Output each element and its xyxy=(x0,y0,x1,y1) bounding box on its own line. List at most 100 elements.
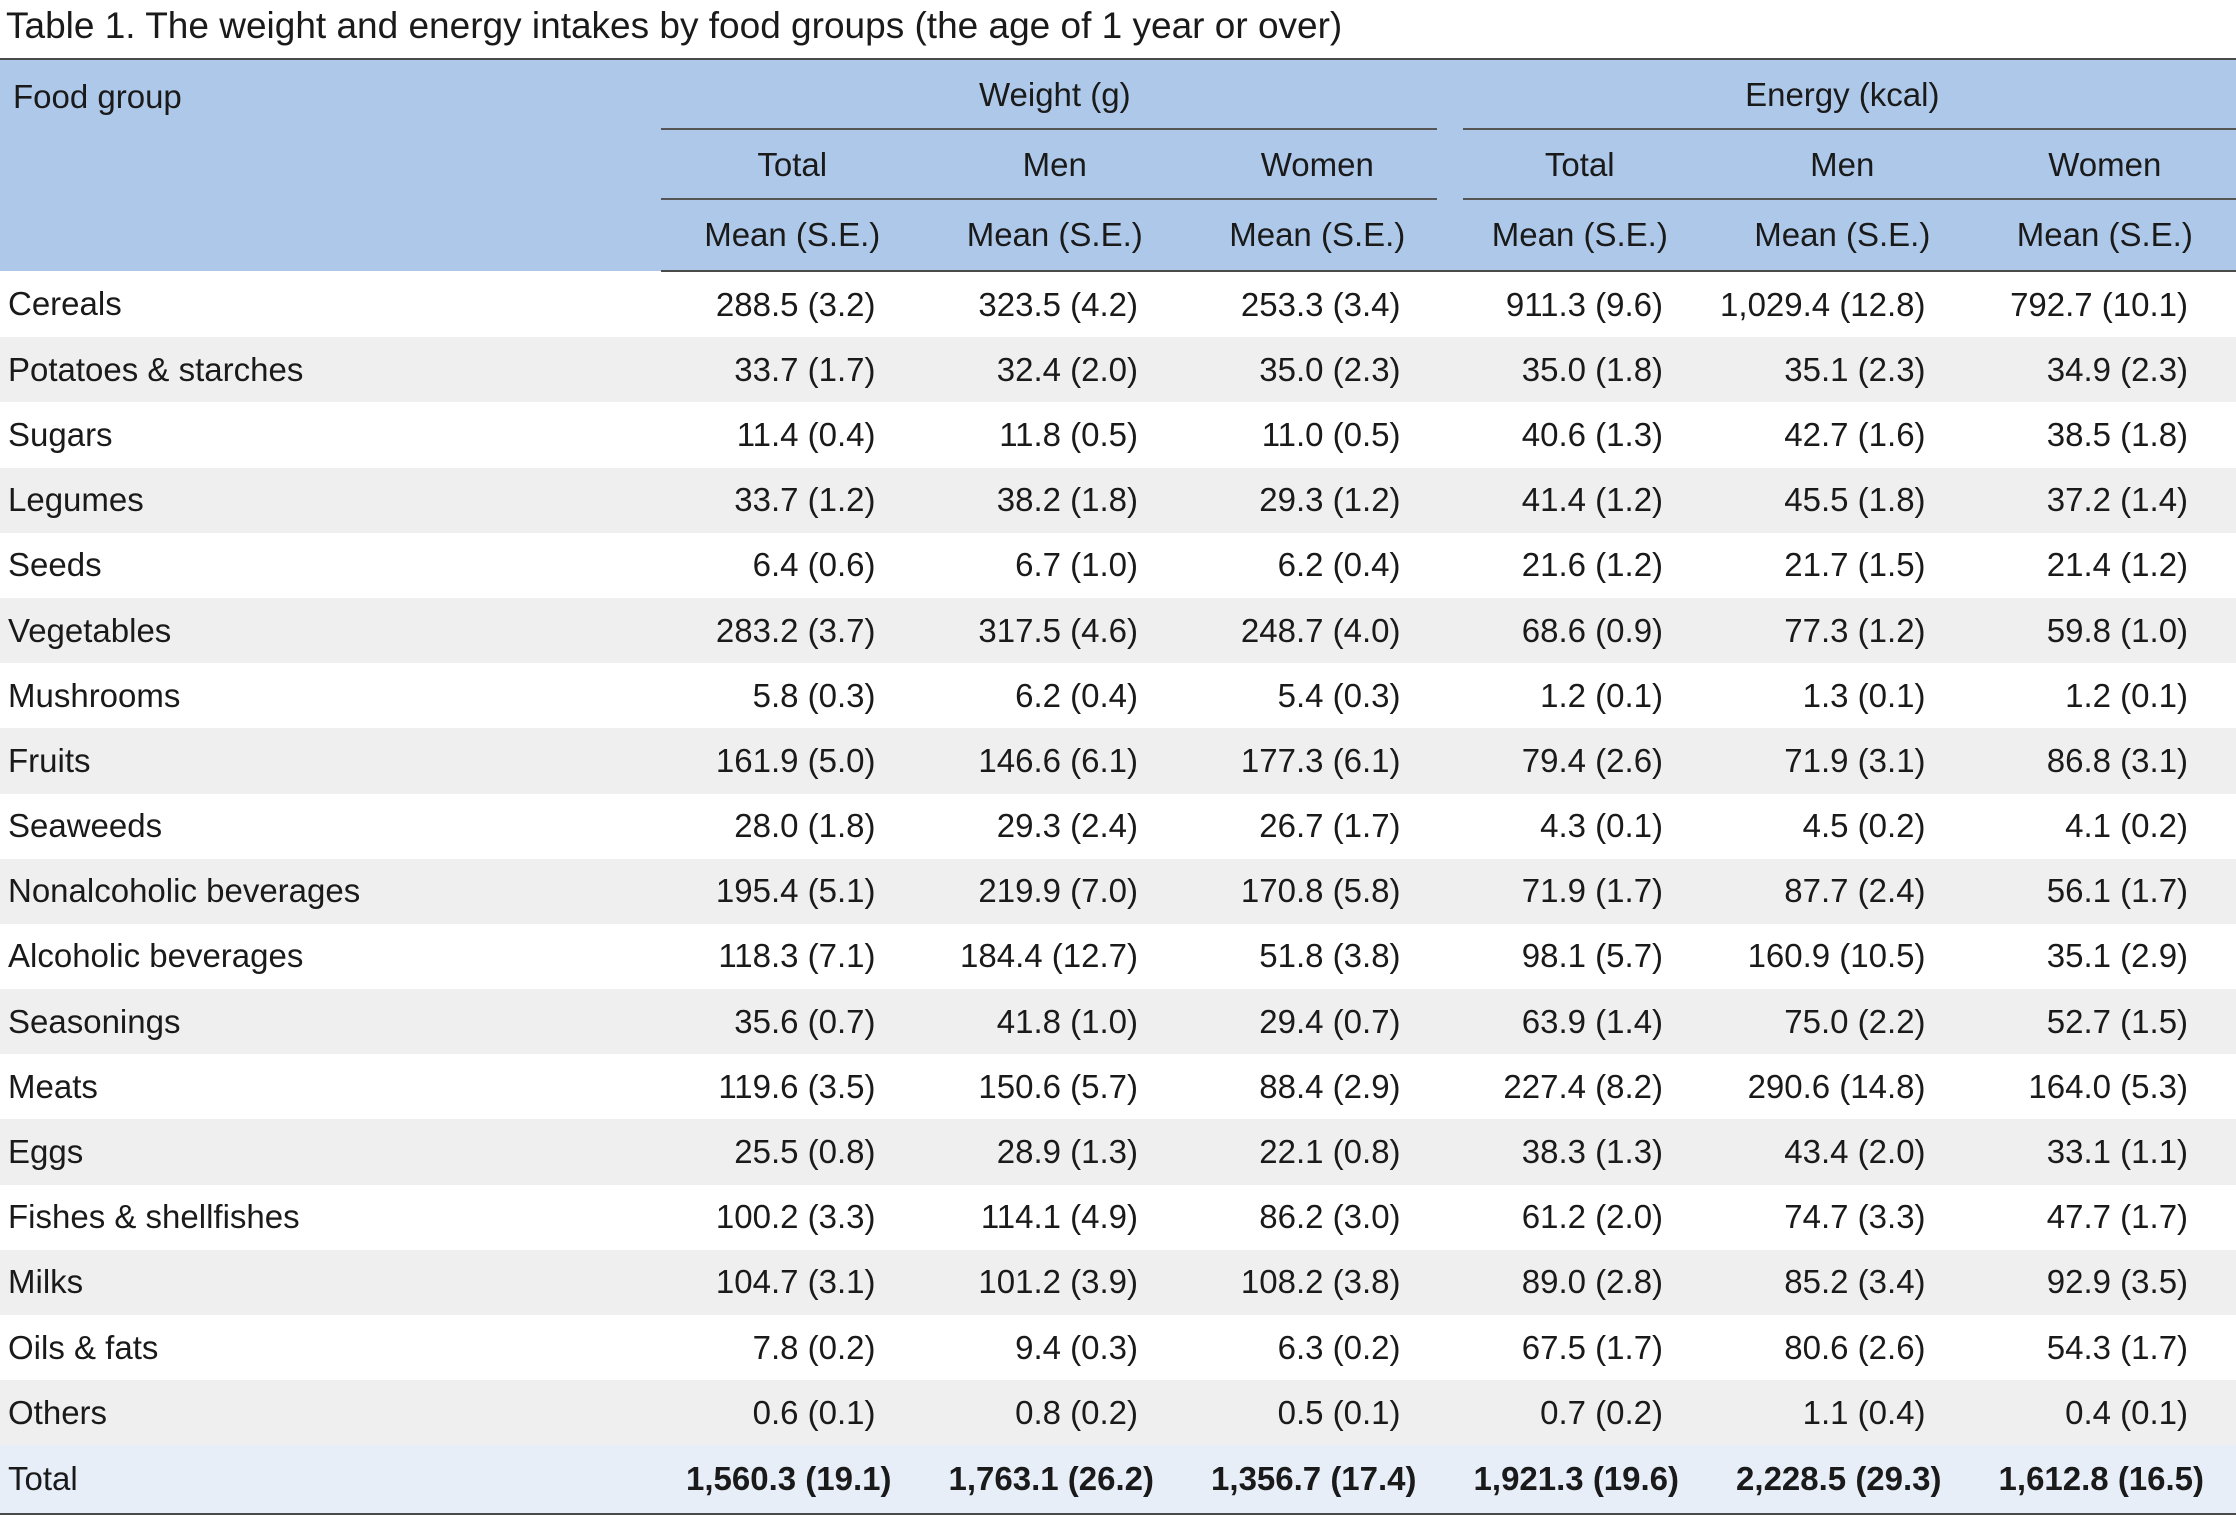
value-cell: 33.1 (1.1) xyxy=(1973,1119,2236,1185)
value-cell: 74.7 (3.3) xyxy=(1784,1198,1926,1236)
food-group-name: Nonalcoholic beverages xyxy=(0,858,661,924)
value-cell: 41.4 (1.2) xyxy=(1448,467,1712,533)
value-cell: 54.3 (1.7) xyxy=(2046,1328,2189,1366)
value-cell: 77.3 (1.2) xyxy=(1711,597,1974,664)
value-cell: 101.2 (3.9) xyxy=(923,1249,1186,1315)
food-group-name: Seeds xyxy=(8,546,102,584)
value-cell: 248.7 (4.0) xyxy=(1186,597,1449,664)
value-cell: 1,029.4 (12.8) xyxy=(1720,285,1926,323)
table-row: Fruits 161.9 (5.0) 146.6 (6.1) 177.3 (6.1) 7… xyxy=(0,728,2236,794)
value-cell: 283.2 (3.7) xyxy=(661,597,924,664)
value-cell: 21.4 (1.2) xyxy=(2046,546,2189,584)
value-cell: 61.2 (2.0) xyxy=(1521,1198,1664,1236)
value-cell: 40.6 (1.3) xyxy=(1521,415,1664,453)
value-cell: 37.2 (1.4) xyxy=(1973,467,2236,533)
value-cell: 92.9 (3.5) xyxy=(1973,1249,2236,1315)
mean-se-header: Mean (S.E.) xyxy=(923,200,1186,272)
value-cell: 68.6 (0.9) xyxy=(1448,597,1712,664)
value-cell: 29.4 (0.7) xyxy=(1186,989,1449,1055)
value-cell: 170.8 (5.8) xyxy=(1186,858,1449,924)
total-row: Total 1,560.3 (19.1) 1,763.1 (26.2) 1,35… xyxy=(0,1445,2236,1515)
food-group-name: Sugars xyxy=(8,415,113,453)
value-cell: 75.0 (2.2) xyxy=(1711,989,1974,1055)
food-group-name: Vegetables xyxy=(0,597,661,664)
value-cell: 1.2 (0.1) xyxy=(2065,676,2189,714)
value-cell: 29.3 (2.4) xyxy=(996,807,1138,845)
value-cell: 28.0 (1.8) xyxy=(734,807,876,845)
food-group-name: Milks xyxy=(0,1249,661,1315)
total-cell: 1,763.1 (26.2) xyxy=(923,1445,1186,1515)
energy-group-header: Energy (kcal) xyxy=(1448,58,2236,131)
value-cell: 21.7 (1.5) xyxy=(1784,546,1926,584)
food-group-name: Alcoholic beverages xyxy=(8,937,304,975)
value-cell: 6.3 (0.2) xyxy=(1277,1328,1401,1366)
energy-men-header: Men xyxy=(1711,130,1974,200)
value-cell: 184.4 (12.7) xyxy=(960,937,1138,975)
value-cell: 11.0 (0.5) xyxy=(1261,415,1401,453)
value-cell: 35.0 (1.8) xyxy=(1448,337,1712,403)
value-cell: 4.5 (0.2) xyxy=(1802,807,1926,845)
value-cell: 0.6 (0.1) xyxy=(661,1380,924,1446)
table-row: Milks 104.7 (3.1) 101.2 (3.9) 108.2 (3.8) 89… xyxy=(0,1249,2236,1315)
value-cell: 11.8 (0.5) xyxy=(999,415,1138,453)
weight-women-header: Women xyxy=(1186,130,1449,200)
value-cell: 114.1 (4.9) xyxy=(980,1198,1138,1236)
value-cell: 33.7 (1.7) xyxy=(661,337,924,403)
food-group-name: Fishes & shellfishes xyxy=(8,1198,300,1236)
value-cell: 792.7 (10.1) xyxy=(2010,285,2189,323)
value-cell: 47.7 (1.7) xyxy=(2046,1198,2189,1236)
value-cell: 32.4 (2.0) xyxy=(923,337,1186,403)
table-row: Fishes & shellfishes 100.2 (3.3) 114.1 (4.… xyxy=(0,1185,2236,1250)
value-cell: 1.2 (0.1) xyxy=(1540,676,1664,714)
value-cell: 79.4 (2.6) xyxy=(1448,728,1712,794)
value-cell: 63.9 (1.4) xyxy=(1448,989,1712,1055)
energy-total-header: Total xyxy=(1448,130,1712,200)
value-cell: 6.7 (1.0) xyxy=(1015,546,1138,584)
food-group-name: Seasonings xyxy=(0,989,661,1055)
table-row: Potatoes & starches 33.7 (1.7) 32.4 (2.0) 3… xyxy=(0,337,2236,403)
total-cell: 1,560.3 (19.1) xyxy=(661,1445,924,1515)
table-row: Vegetables 283.2 (3.7) 317.5 (4.6) 248.7 (4… xyxy=(0,597,2236,664)
intake-table: Food group Weight (g) Energy (kcal) Tota… xyxy=(0,58,2236,1515)
total-cell: 1,356.7 (17.4) xyxy=(1186,1445,1449,1515)
value-cell: 80.6 (2.6) xyxy=(1784,1328,1926,1366)
value-cell: 43.4 (2.0) xyxy=(1711,1119,1974,1185)
value-cell: 219.9 (7.0) xyxy=(923,858,1186,924)
table-row: Seasonings 35.6 (0.7) 41.8 (1.0) 29.4 (0.7)… xyxy=(0,989,2236,1055)
value-cell: 317.5 (4.6) xyxy=(923,597,1186,664)
mean-se-header: Mean (S.E.) xyxy=(1448,200,1712,272)
table-row: Legumes 33.7 (1.2) 38.2 (1.8) 29.3 (1.2) 41.… xyxy=(0,467,2236,533)
table-row: Seaweeds 28.0 (1.8) 29.3 (2.4) 26.7 (1.7) 4.… xyxy=(0,794,2236,859)
value-cell: 164.0 (5.3) xyxy=(2028,1067,2189,1105)
total-cell: 1,921.3 (19.6) xyxy=(1448,1445,1712,1515)
value-cell: 21.6 (1.2) xyxy=(1521,546,1664,584)
table-row: Alcoholic beverages 118.3 (7.1) 184.4 (12.… xyxy=(0,924,2236,989)
value-cell: 161.9 (5.0) xyxy=(661,728,924,794)
table-header: Food group Weight (g) Energy (kcal) Tota… xyxy=(0,58,2236,272)
value-cell: 42.7 (1.6) xyxy=(1784,415,1926,453)
value-cell: 0.5 (0.1) xyxy=(1186,1380,1449,1446)
table-row: Eggs 25.5 (0.8) 28.9 (1.3) 22.1 (0.8) 38.3 (… xyxy=(0,1119,2236,1185)
value-cell: 108.2 (3.8) xyxy=(1186,1249,1449,1315)
value-cell: 88.4 (2.9) xyxy=(1259,1067,1401,1105)
food-group-name: Eggs xyxy=(0,1119,661,1185)
table-row: Nonalcoholic beverages 195.4 (5.1) 219.9 (… xyxy=(0,858,2236,924)
value-cell: 5.4 (0.3) xyxy=(1277,676,1401,714)
food-group-name: Mushrooms xyxy=(8,676,181,714)
table-row: Meats 119.6 (3.5) 150.6 (5.7) 88.4 (2.9) 227… xyxy=(0,1054,2236,1119)
value-cell: 71.9 (3.1) xyxy=(1711,728,1974,794)
value-cell: 26.7 (1.7) xyxy=(1259,807,1401,845)
food-group-name: Meats xyxy=(8,1067,98,1105)
weight-group-header: Weight (g) xyxy=(661,58,1449,131)
value-cell: 38.3 (1.3) xyxy=(1448,1119,1712,1185)
value-cell: 52.7 (1.5) xyxy=(1973,989,2236,1055)
table-row: Others 0.6 (0.1) 0.8 (0.2) 0.5 (0.1) 0.7 (0.… xyxy=(0,1380,2236,1446)
food-group-name: Cereals xyxy=(8,285,122,323)
mean-se-header: Mean (S.E.) xyxy=(1186,200,1449,272)
value-cell: 89.0 (2.8) xyxy=(1448,1249,1712,1315)
value-cell: 253.3 (3.4) xyxy=(1240,285,1401,323)
value-cell: 146.6 (6.1) xyxy=(923,728,1186,794)
value-cell: 41.8 (1.0) xyxy=(923,989,1186,1055)
value-cell: 323.5 (4.2) xyxy=(978,285,1138,323)
